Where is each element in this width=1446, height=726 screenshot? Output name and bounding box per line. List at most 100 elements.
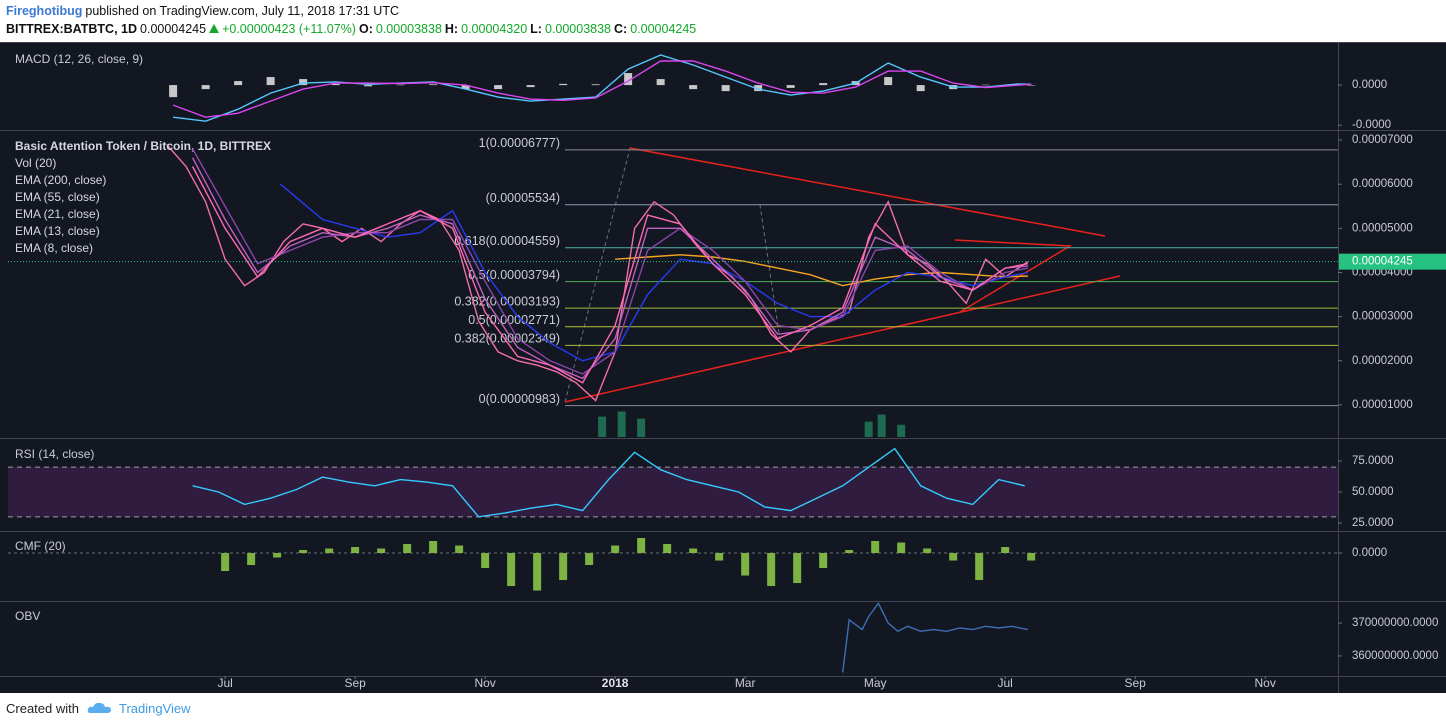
bar: [689, 85, 698, 90]
last-price-label: 0.00004245: [1352, 256, 1413, 268]
bar: [533, 553, 542, 591]
y-tick-label: 0.0000: [1352, 79, 1387, 91]
fib-label: 0.618(0.00004559): [454, 234, 560, 248]
bar: [429, 84, 438, 86]
bar: [559, 553, 568, 581]
bar: [169, 85, 178, 98]
bar: [247, 553, 256, 566]
close-label: C:: [614, 22, 628, 36]
up-arrow: [209, 24, 220, 33]
bar: [786, 85, 795, 88]
legend-entry: EMA (21, close): [15, 207, 100, 221]
bar: [364, 85, 373, 87]
panel-separators: [0, 42, 1446, 693]
bar: [949, 553, 958, 561]
bar: [715, 553, 724, 561]
bar: [656, 79, 665, 86]
y-tick-label: 75.0000: [1352, 455, 1394, 467]
bar: [201, 85, 210, 90]
x-tick-label: Jul: [217, 676, 232, 690]
bar: [871, 541, 880, 554]
bar: [884, 77, 893, 86]
bar: [845, 550, 854, 554]
series-line: [166, 144, 1029, 402]
series-line: [191, 148, 1029, 375]
bar: [864, 421, 873, 437]
panel-title: CMF (20): [15, 539, 66, 553]
bar: [507, 553, 516, 587]
series-line: [191, 157, 1028, 380]
bar: [897, 542, 906, 554]
trend-line: [629, 147, 1106, 237]
bar: [455, 545, 464, 554]
series-line: [615, 254, 1028, 287]
brand[interactable]: TradingView: [118, 700, 191, 716]
fib-diagonal: [759, 204, 781, 341]
bar: [591, 84, 600, 86]
bar: [617, 411, 626, 437]
open-label: O:: [358, 22, 373, 36]
created-with: Created with: [6, 700, 79, 716]
fib-label: 0.5(0.00002771): [468, 313, 560, 327]
symbol: BITTREX:BATBTC, 1D: [6, 22, 138, 36]
fib-label: 0.5(0.00003794): [468, 268, 560, 282]
chart-background: [0, 42, 1446, 693]
author[interactable]: Fireghotibug: [6, 4, 83, 18]
bar: [221, 553, 230, 572]
close: 0.00004245: [630, 22, 697, 36]
y-tick-label: 0.00006000: [1352, 178, 1413, 190]
bar: [624, 73, 633, 86]
x-tick-label: Jul: [998, 676, 1013, 690]
bar: [689, 548, 698, 554]
published: published on TradingView.com, July 11, 2…: [85, 4, 399, 18]
series-line: [842, 601, 1029, 673]
bar: [923, 548, 932, 554]
y-tick-label: 0.00001000: [1352, 399, 1413, 411]
x-tick-label: Mar: [735, 676, 756, 690]
panel-title: OBV: [15, 609, 40, 623]
x-tick-label: Sep: [344, 676, 366, 690]
bar: [494, 85, 503, 90]
bar: [325, 548, 334, 554]
bar: [877, 414, 886, 437]
fib-label: 0(0.00000983): [479, 392, 560, 406]
low-label: L:: [530, 22, 542, 36]
header-line-1: Fireghotibug published on TradingView.com…: [6, 4, 402, 18]
series-line: [172, 60, 1032, 118]
bar: [754, 85, 763, 92]
bar: [377, 548, 386, 554]
open: 0.00003838: [375, 22, 442, 36]
legend-entry: Vol (20): [15, 156, 56, 170]
bar: [663, 544, 672, 554]
bar: [975, 553, 984, 581]
bar: [526, 85, 535, 88]
y-tick-label: 0.00002000: [1352, 355, 1413, 367]
y-tick-label: 25.0000: [1352, 517, 1394, 529]
y-tick-label: 50.0000: [1352, 486, 1394, 498]
series-line: [173, 54, 1032, 122]
bar: [611, 545, 620, 554]
bar: [721, 85, 730, 92]
series-line: [279, 183, 1029, 362]
y-tick-label: 0.0000: [1352, 547, 1387, 559]
last-price: 0.00004245: [140, 22, 207, 36]
panel-title: RSI (14, close): [15, 447, 94, 461]
header-line-2: BITTREX:BATBTC, 1D 0.00004245 +0.00000423 …: [6, 22, 699, 36]
rsi-band: [8, 467, 1338, 517]
bar: [741, 553, 750, 576]
bar: [819, 83, 828, 86]
bar: [429, 541, 438, 554]
bar: [916, 85, 925, 92]
y-tick-label: 0.00003000: [1352, 311, 1413, 323]
y-tick-label: 0.00007000: [1352, 134, 1413, 146]
bar: [403, 544, 412, 554]
x-tick-label: 2018: [602, 676, 629, 690]
bar: [266, 77, 275, 86]
bar: [819, 553, 828, 569]
fib-diagonal: [564, 147, 631, 403]
trend-line: [564, 275, 1121, 403]
bar: [793, 553, 802, 584]
x-tick-label: Sep: [1125, 676, 1147, 690]
